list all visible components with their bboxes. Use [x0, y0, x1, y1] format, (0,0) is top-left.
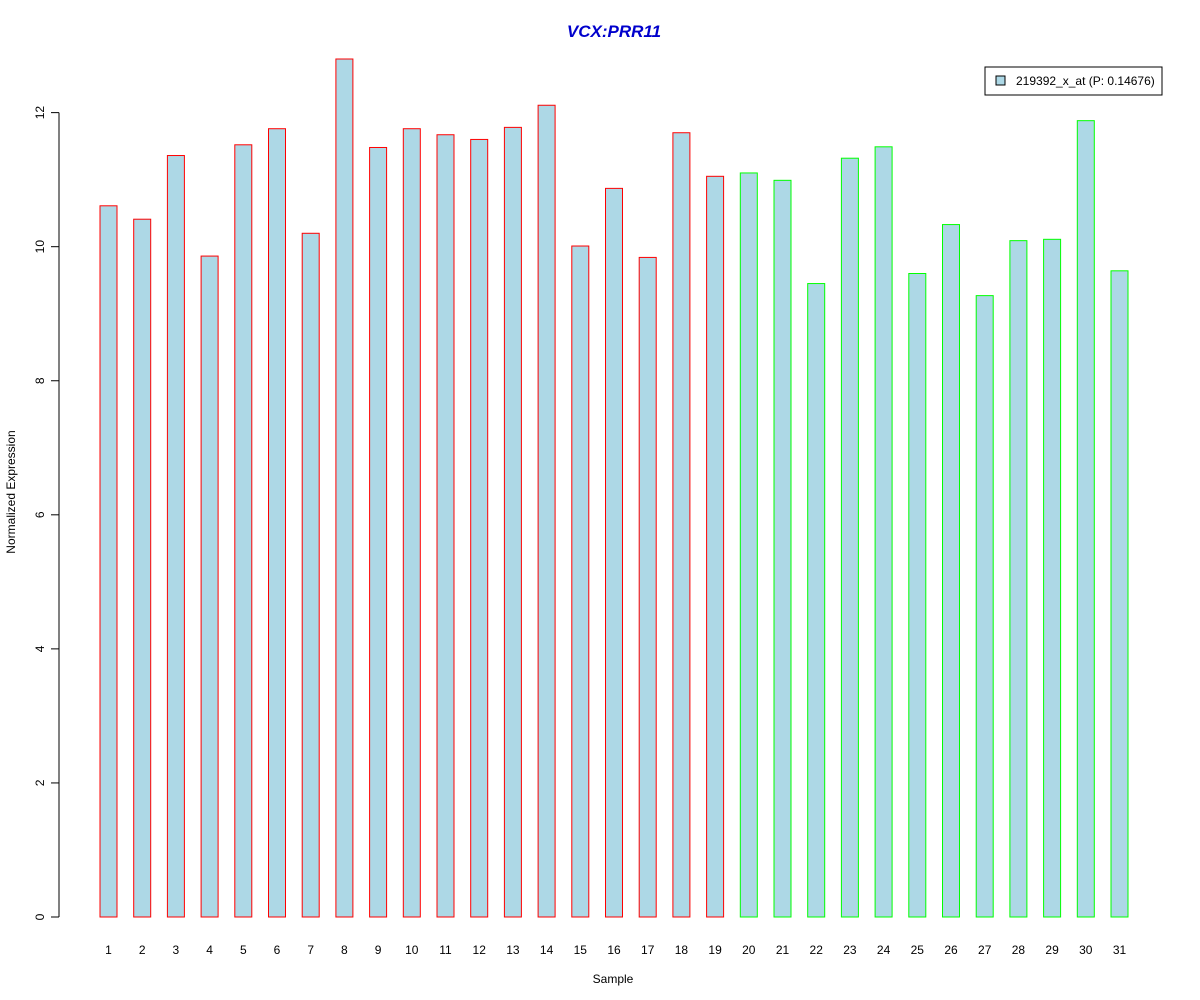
- bar-sample-18: [672, 132, 691, 918]
- x-tick-label: 22: [810, 943, 824, 957]
- x-tick-label: 5: [240, 943, 247, 957]
- bar-sample-7: [301, 232, 320, 918]
- legend: 219392_x_at (P: 0.14676): [984, 66, 1163, 96]
- legend-box: [984, 66, 1163, 96]
- bar-sample-9: [369, 146, 388, 918]
- bar-sample-27: [975, 295, 994, 918]
- legend-swatch: [995, 75, 1006, 86]
- x-axis-title: Sample: [593, 972, 634, 986]
- x-tick-label: 15: [574, 943, 588, 957]
- bar-sample-6: [268, 128, 286, 918]
- x-tick-label: 1: [105, 943, 112, 957]
- bar-sample-28: [1009, 240, 1028, 918]
- x-tick-label: 9: [375, 943, 382, 957]
- x-tick-label: 30: [1079, 943, 1093, 957]
- bar-sample-4: [200, 255, 219, 918]
- x-tick-label: 17: [641, 943, 655, 957]
- bar-sample-21: [773, 179, 792, 918]
- bar-sample-13: [503, 126, 522, 918]
- x-tick-label: 8: [341, 943, 348, 957]
- x-tick-label: 21: [776, 943, 790, 957]
- y-axis-title: Normalized Expression: [4, 430, 18, 553]
- y-tick-label: 4: [33, 645, 47, 652]
- bar-sample-15: [571, 245, 590, 918]
- y-tick-label: 0: [33, 913, 47, 920]
- bar-sample-25: [908, 273, 927, 918]
- x-tick-label: 18: [675, 943, 689, 957]
- x-tick-label: 12: [473, 943, 487, 957]
- bar-sample-5: [234, 144, 253, 918]
- y-axis: 0 2 4 6 8 10 12: [33, 106, 60, 920]
- bar-sample-8: [335, 58, 354, 918]
- x-tick-label: 20: [742, 943, 756, 957]
- bar-sample-26: [942, 224, 960, 918]
- y-tick-label: 8: [33, 377, 47, 384]
- legend-label: 219392_x_at (P: 0.14676): [1016, 74, 1155, 88]
- x-tick-label: 16: [607, 943, 621, 957]
- bar-sample-29: [1043, 238, 1062, 918]
- x-tick-label: 6: [274, 943, 281, 957]
- bar-sample-31: [1110, 270, 1129, 918]
- x-tick-label: 24: [877, 943, 891, 957]
- bar-sample-22: [807, 283, 826, 918]
- x-tick-label: 14: [540, 943, 554, 957]
- x-tick-label: 23: [843, 943, 857, 957]
- x-tick-labels: 1 2 3 4 5 6 7 8 9 10 11 12 13 14 15 16 17 18 19 20 21 22 23 24 2…: [105, 943, 1126, 957]
- bars: [99, 58, 1129, 918]
- x-tick-label: 19: [708, 943, 722, 957]
- bar-sample-1: [99, 205, 118, 918]
- x-tick-label: 26: [944, 943, 958, 957]
- x-tick-label: 11: [439, 943, 452, 957]
- x-tick-label: 10: [405, 943, 419, 957]
- x-tick-label: 29: [1045, 943, 1059, 957]
- bar-sample-3: [166, 155, 185, 918]
- bar-sample-11: [436, 134, 455, 918]
- y-tick-label: 12: [33, 106, 47, 120]
- x-tick-label: 27: [978, 943, 992, 957]
- x-tick-label: 13: [506, 943, 520, 957]
- chart-title: VCX:PRR11: [567, 22, 661, 41]
- x-tick-label: 7: [307, 943, 314, 957]
- bar-sample-2: [133, 218, 152, 918]
- x-tick-label: 31: [1113, 943, 1127, 957]
- bar-sample-19: [706, 175, 725, 918]
- y-tick-label: 2: [33, 779, 47, 786]
- x-tick-label: 25: [911, 943, 925, 957]
- x-tick-label: 28: [1012, 943, 1026, 957]
- x-tick-label: 3: [173, 943, 180, 957]
- x-tick-label: 4: [206, 943, 213, 957]
- y-tick-label: 10: [33, 240, 47, 254]
- x-tick-label: 2: [139, 943, 146, 957]
- bar-sample-12: [470, 138, 489, 918]
- bar-sample-10: [402, 128, 421, 918]
- bar-sample-30: [1076, 120, 1095, 918]
- bar-sample-20: [739, 172, 758, 918]
- bar-sample-23: [840, 157, 859, 918]
- bar-sample-24: [874, 146, 893, 918]
- y-tick-label: 6: [33, 511, 47, 518]
- bar-sample-14: [537, 104, 556, 918]
- bar-sample-16: [605, 187, 623, 918]
- bar-sample-17: [638, 256, 657, 918]
